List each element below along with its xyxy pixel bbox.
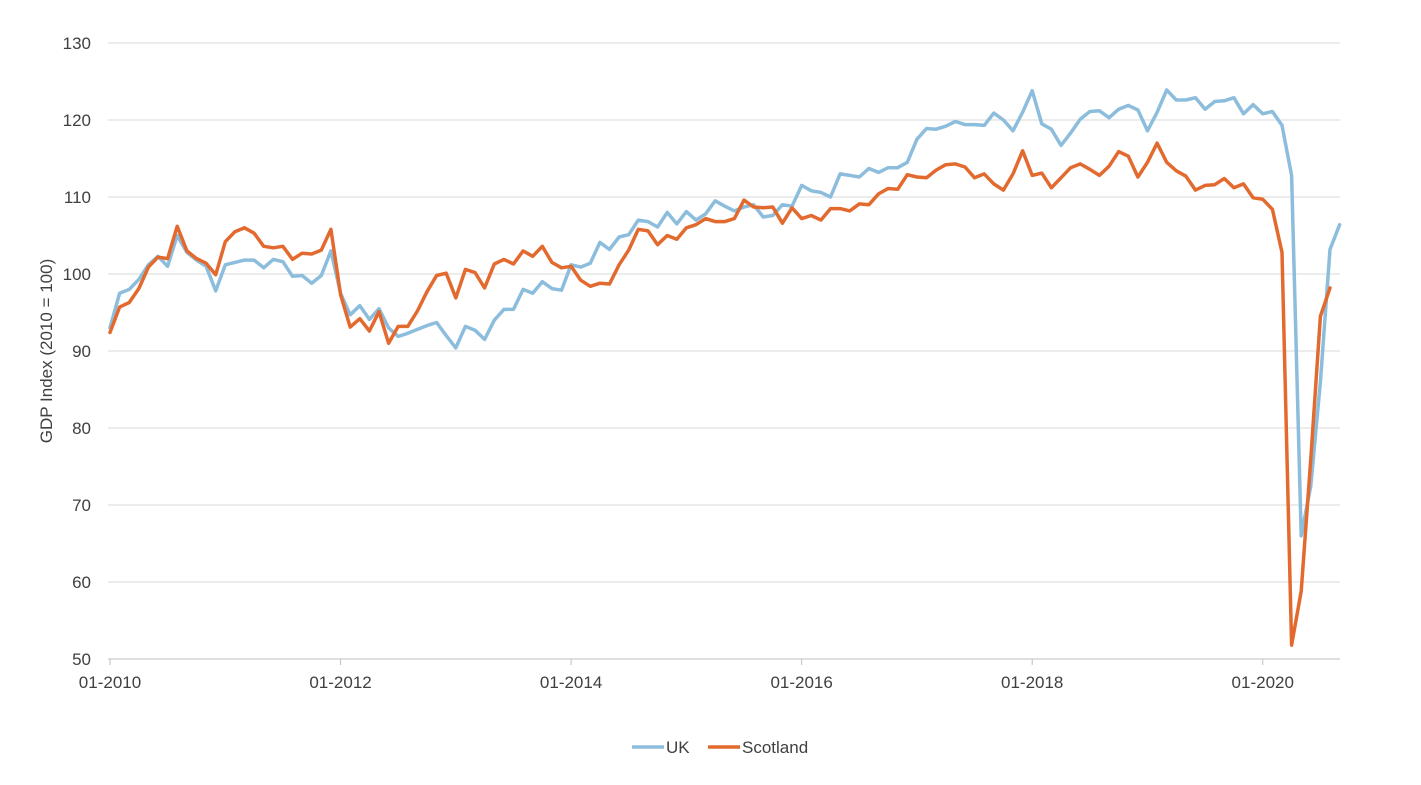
x-tick-label: 01-2018 <box>1001 673 1063 692</box>
x-tick-label: 01-2014 <box>540 673 602 692</box>
legend-label-scotland: Scotland <box>742 738 808 757</box>
x-tick-label: 01-2012 <box>309 673 371 692</box>
y-tick-label: 80 <box>72 419 91 438</box>
y-axis-title: GDP Index (2010 = 100) <box>37 259 56 443</box>
gridlines <box>108 42 1340 583</box>
x-tick-label: 01-2020 <box>1232 673 1294 692</box>
y-tick-label: 100 <box>63 265 91 284</box>
x-tick-label: 01-2016 <box>770 673 832 692</box>
y-tick-label: 50 <box>72 650 91 669</box>
y-tick-label: 130 <box>63 34 91 53</box>
y-axis-ticks: 50 60 70 80 90 100 110 120 130 <box>63 34 91 669</box>
y-tick-label: 60 <box>72 573 91 592</box>
legend: UK Scotland <box>632 738 808 757</box>
x-axis: 01-2010 01-2012 01-2014 01-2016 01-2018 01-20… <box>79 658 1340 692</box>
series-lines <box>108 88 1342 647</box>
y-tick-label: 120 <box>63 111 91 130</box>
y-tick-label: 90 <box>72 342 91 361</box>
series-line-uk <box>108 88 1342 538</box>
y-tick-label: 70 <box>72 496 91 515</box>
legend-label-uk: UK <box>666 738 690 757</box>
x-tick-label: 01-2010 <box>79 673 141 692</box>
series-line-scotland <box>108 141 1332 647</box>
y-tick-label: 110 <box>64 188 91 207</box>
